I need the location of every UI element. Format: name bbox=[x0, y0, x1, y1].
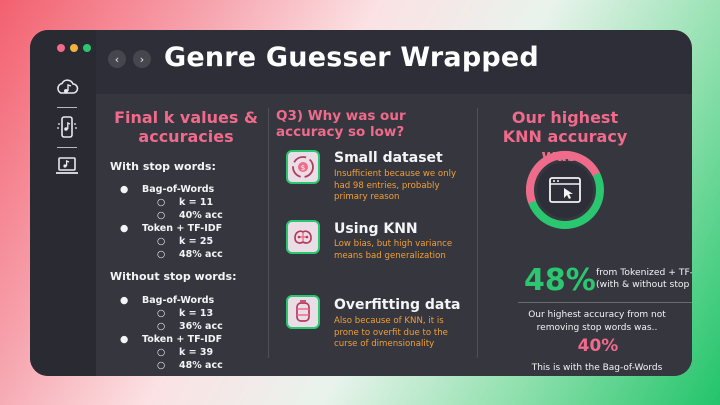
sub-bullet-icon: ○ bbox=[157, 347, 166, 358]
item-title: Small dataset bbox=[334, 150, 443, 166]
list-item: ○ 40% acc bbox=[157, 210, 223, 221]
model-note: This is with the Bag-of-Words Model. bbox=[531, 363, 663, 376]
k-values-heading: Final k values & accuracies bbox=[114, 108, 258, 147]
cloud-music-icon[interactable] bbox=[54, 76, 80, 100]
chevron-left-icon: ‹ bbox=[114, 52, 120, 66]
item-title: Using KNN bbox=[334, 221, 418, 237]
data-drum-icon bbox=[286, 295, 320, 329]
forward-button[interactable]: › bbox=[133, 50, 151, 68]
list-item: ● Bag-of-Words bbox=[120, 295, 215, 306]
list-item: ○ k = 13 bbox=[157, 308, 214, 319]
sub-bullet-icon: ○ bbox=[157, 308, 166, 319]
sidebar-divider bbox=[57, 107, 77, 108]
browser-cursor-icon bbox=[549, 176, 581, 204]
list-item: ○ 48% acc bbox=[157, 249, 223, 260]
big-accuracy-description: from Tokenized + TF-IDF (with & without … bbox=[596, 267, 692, 291]
chevron-right-icon: › bbox=[139, 52, 145, 66]
item-description: Insufficient because we only had 98 entr… bbox=[334, 169, 457, 203]
svg-text:$: $ bbox=[301, 164, 305, 172]
sub-bullet-icon: ○ bbox=[157, 197, 166, 208]
phone-music-icon[interactable] bbox=[54, 115, 80, 139]
window-controls bbox=[57, 44, 91, 52]
page-title: Genre Guesser Wrapped bbox=[164, 42, 539, 73]
q3-heading: Q3) Why was our accuracy so low? bbox=[276, 108, 406, 141]
item-description: Also because of KNN, it is prone to over… bbox=[334, 316, 448, 350]
sub-bullet-icon: ○ bbox=[157, 236, 166, 247]
second-accuracy-value: 40% bbox=[577, 336, 619, 356]
bullet-icon: ● bbox=[120, 184, 129, 195]
sub-bullet-icon: ○ bbox=[157, 249, 166, 260]
sub-bullet-icon: ○ bbox=[157, 360, 166, 371]
list-item: ○ k = 25 bbox=[157, 236, 214, 247]
big-accuracy-value: 48% bbox=[524, 263, 596, 298]
slide-content bbox=[96, 94, 692, 376]
close-dot[interactable] bbox=[57, 44, 65, 52]
stop-words-note: Our highest accuracy from not removing s… bbox=[528, 310, 666, 333]
item-description: Low bias, but high variance means bad ge… bbox=[334, 239, 453, 261]
without-stop-words-label: Without stop words: bbox=[110, 270, 237, 283]
back-button[interactable]: ‹ bbox=[108, 50, 126, 68]
bullet-icon: ● bbox=[120, 334, 129, 345]
minimize-dot[interactable] bbox=[70, 44, 78, 52]
title-bar: ‹ › Genre Guesser Wrapped bbox=[96, 30, 692, 94]
sub-bullet-icon: ○ bbox=[157, 210, 166, 221]
list-item: ○ 36% acc bbox=[157, 321, 223, 332]
with-stop-words-label: With stop words: bbox=[110, 160, 216, 173]
list-item: ● Token + TF-IDF bbox=[120, 334, 223, 345]
list-item: ○ k = 11 bbox=[157, 197, 214, 208]
list-item: ● Bag-of-Words bbox=[120, 184, 215, 195]
brain-circuit-icon bbox=[286, 220, 320, 254]
list-item: ● Token + TF-IDF bbox=[120, 223, 223, 234]
maximize-dot[interactable] bbox=[83, 44, 91, 52]
bullet-icon: ● bbox=[120, 223, 129, 234]
column-divider bbox=[477, 108, 478, 358]
divider-line bbox=[518, 302, 692, 303]
laptop-music-icon[interactable] bbox=[54, 154, 80, 178]
money-cycle-icon: $ bbox=[286, 150, 320, 184]
item-title: Overfitting data bbox=[334, 297, 461, 313]
list-item: ○ 48% acc bbox=[157, 360, 223, 371]
sub-bullet-icon: ○ bbox=[157, 321, 166, 332]
column-divider bbox=[268, 108, 269, 358]
slide-window: ‹ › Genre Guesser Wrapped Final k values… bbox=[30, 30, 692, 376]
sidebar-divider bbox=[57, 147, 77, 148]
sidebar bbox=[30, 30, 96, 376]
bullet-icon: ● bbox=[120, 295, 129, 306]
list-item: ○ k = 39 bbox=[157, 347, 214, 358]
